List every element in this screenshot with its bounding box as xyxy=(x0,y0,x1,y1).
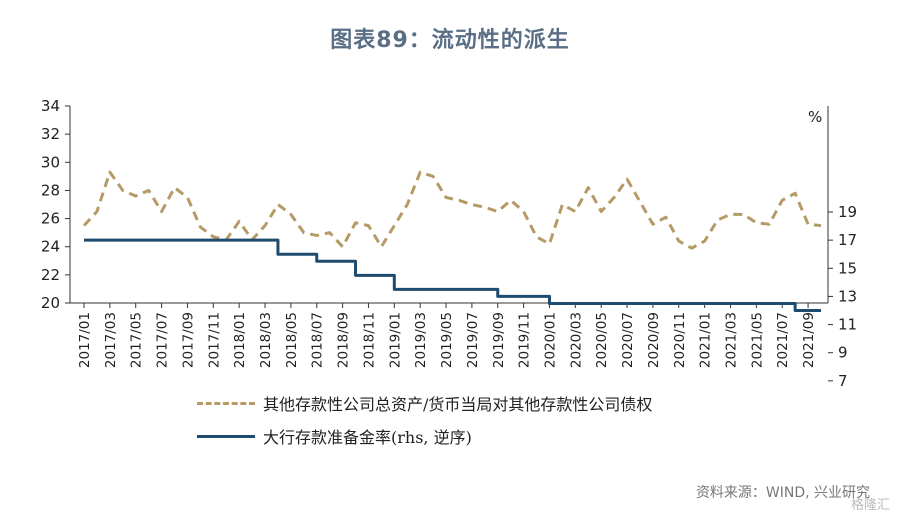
left-axis-ticks: 20 22 24 26 28 30 32 34 xyxy=(41,97,70,312)
chart-title: 图表89：流动性的派生 xyxy=(330,28,570,53)
x-tick-label: 2020/07 xyxy=(620,312,636,368)
source-note: 资料来源：WIND, 兴业研究 xyxy=(695,485,870,501)
series-layer xyxy=(82,170,822,312)
x-tick-label: 2017/01 xyxy=(77,312,93,368)
x-tick-label: 2018/05 xyxy=(284,312,300,368)
legend-label-asset-ratio: 其他存款性公司总资产/货币当局对其他存款性公司债权 xyxy=(263,395,653,414)
left-tick-label: 22 xyxy=(41,266,60,284)
x-tick-label: 2017/05 xyxy=(129,312,145,368)
x-tick-label: 2021/07 xyxy=(775,312,791,368)
left-tick-label: 30 xyxy=(41,153,60,171)
x-tick-label: 2018/11 xyxy=(361,312,377,368)
right-tick-label: 15 xyxy=(838,259,857,277)
left-tick-label: 26 xyxy=(41,210,60,228)
legend-swatch-dashed xyxy=(197,401,255,405)
x-tick-label: 2020/09 xyxy=(646,312,662,368)
x-tick-label: 2019/05 xyxy=(439,312,455,368)
x-tick-label: 2017/11 xyxy=(206,312,222,368)
x-tick-label: 2017/09 xyxy=(180,312,196,368)
x-axis-ticks: 2017/01 2017/03 2017/05 2017/07 2017/09 2017/… xyxy=(77,303,817,368)
x-tick-label: 2019/01 xyxy=(387,312,403,368)
x-tick-label: 2020/01 xyxy=(542,312,558,368)
x-tick-label: 2018/07 xyxy=(310,312,326,368)
right-axis-ticks: 5791113151719 xyxy=(828,203,857,390)
x-tick-label: 2019/03 xyxy=(413,312,429,368)
right-tick-label: 13 xyxy=(838,287,857,305)
x-tick-label: 2021/09 xyxy=(801,312,817,368)
legend-item-asset-ratio: 其他存款性公司总资产/货币当局对其他存款性公司债权 xyxy=(197,392,652,414)
x-tick-label: 2019/11 xyxy=(517,312,533,368)
watermark: 格隆汇 xyxy=(850,498,890,513)
right-axis-unit: % xyxy=(808,108,822,126)
series-asset-ratio-line xyxy=(82,170,822,250)
series-rrr-line xyxy=(84,238,821,312)
x-tick-label: 2021/01 xyxy=(698,312,714,368)
x-tick-label: 2020/03 xyxy=(568,312,584,368)
x-tick-label: 2018/03 xyxy=(258,312,274,368)
right-tick-label: 19 xyxy=(838,203,857,221)
x-tick-label: 2018/09 xyxy=(336,312,352,368)
left-tick-label: 32 xyxy=(41,125,60,143)
right-tick-label: 17 xyxy=(838,231,857,249)
x-tick-label: 2021/05 xyxy=(749,312,765,368)
x-tick-label: 2020/11 xyxy=(672,312,688,368)
right-tick-label: 9 xyxy=(838,344,848,362)
left-tick-label: 24 xyxy=(41,238,60,256)
left-tick-label: 20 xyxy=(41,294,60,312)
x-tick-label: 2021/03 xyxy=(723,312,739,368)
legend-swatch-solid xyxy=(197,434,255,438)
x-tick-label: 2020/05 xyxy=(594,312,610,368)
chart-axes xyxy=(69,106,829,304)
left-tick-label: 34 xyxy=(41,97,60,115)
legend-label-rrr: 大行存款准备金率(rhs, 逆序) xyxy=(263,428,472,447)
right-tick-label: 7 xyxy=(838,372,848,390)
left-tick-label: 28 xyxy=(41,181,60,199)
x-tick-label: 2019/09 xyxy=(491,312,507,368)
x-tick-label: 2019/07 xyxy=(465,312,481,368)
x-tick-label: 2017/07 xyxy=(155,312,171,368)
right-tick-label: 11 xyxy=(838,316,857,334)
x-tick-label: 2017/03 xyxy=(103,312,119,368)
legend-item-rrr: 大行存款准备金率(rhs, 逆序) xyxy=(197,425,472,447)
x-tick-label: 2018/01 xyxy=(232,312,248,368)
